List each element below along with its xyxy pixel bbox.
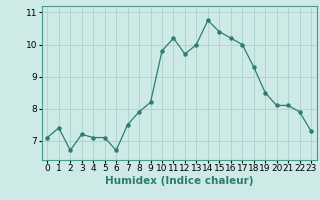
- X-axis label: Humidex (Indice chaleur): Humidex (Indice chaleur): [105, 176, 253, 186]
